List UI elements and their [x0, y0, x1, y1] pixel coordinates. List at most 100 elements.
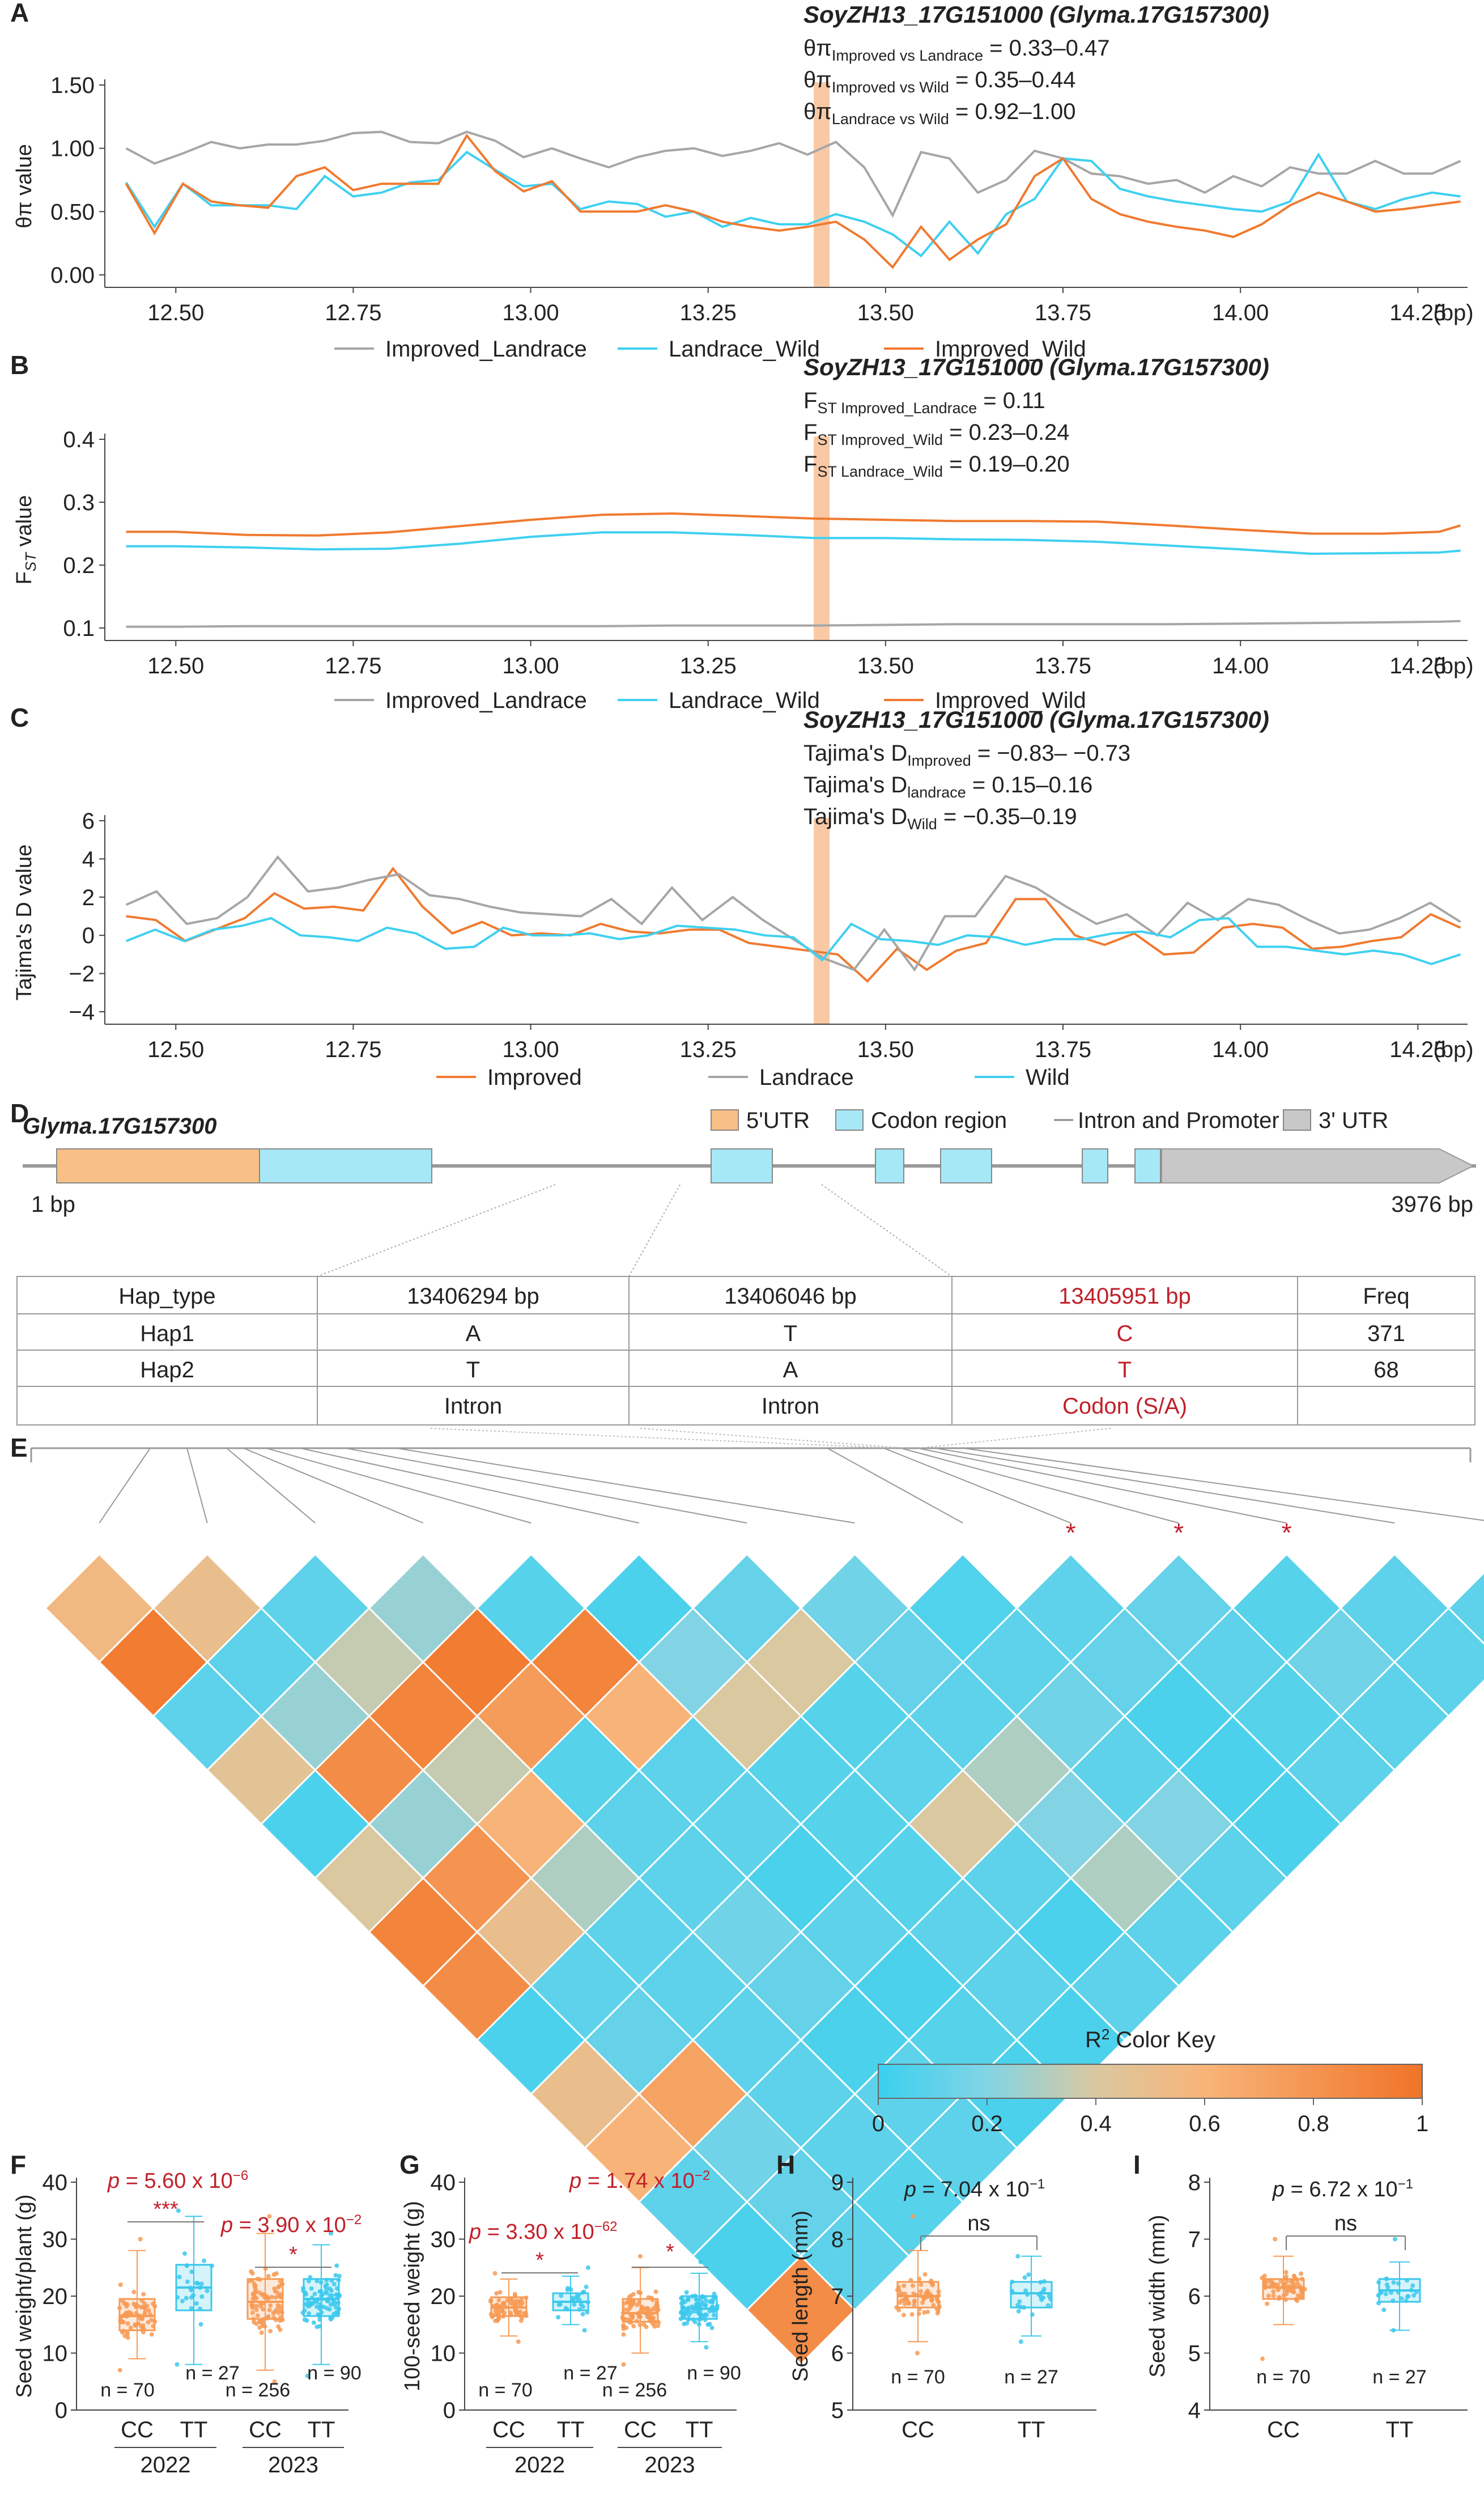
- data-point: [118, 2320, 123, 2325]
- start-label: 1 bp: [31, 1192, 75, 1217]
- data-point: [917, 2306, 922, 2311]
- data-point: [317, 2314, 322, 2319]
- data-point: [914, 2293, 919, 2298]
- y-tick-label: 0.2: [63, 553, 95, 578]
- x-tick-label: 13.50: [857, 300, 914, 325]
- p-symbol: p: [1272, 2178, 1285, 2201]
- data-point: [631, 2324, 636, 2328]
- y-tick-label: 0: [55, 2398, 67, 2423]
- data-point: [125, 2335, 130, 2340]
- data-point: [1391, 2298, 1396, 2303]
- exon-block: [1082, 1148, 1108, 1183]
- y-tick-label: 7: [831, 2284, 844, 2309]
- data-point: [1389, 2290, 1394, 2295]
- data-point: [922, 2310, 927, 2315]
- data-point: [314, 2279, 320, 2284]
- series-line-wild: [125, 917, 1461, 965]
- data-point: [692, 2309, 697, 2314]
- stat-line: Tajima's DImproved = −0.83– −0.73: [803, 741, 1130, 769]
- data-point: [518, 2313, 523, 2318]
- stat-value: = 0.92–1.00: [949, 99, 1076, 124]
- data-point: [921, 2297, 926, 2302]
- significance-label: ***: [153, 2197, 178, 2221]
- data-point: [146, 2308, 151, 2313]
- data-point: [177, 2275, 182, 2280]
- x-category-label: CC: [902, 2417, 934, 2442]
- x-tick-label: 14.00: [1212, 1037, 1269, 1062]
- data-point: [1300, 2294, 1304, 2299]
- data-point: [254, 2296, 259, 2301]
- data-point: [268, 2303, 273, 2308]
- data-point: [176, 2208, 181, 2213]
- stat-line: θπImproved vs Wild = 0.35–0.44: [803, 67, 1075, 96]
- stat-value: = −0.83– −0.73: [971, 741, 1130, 766]
- data-point: [709, 2300, 715, 2305]
- data-point: [1262, 2285, 1268, 2290]
- data-point: [250, 2271, 255, 2276]
- data-point: [125, 2321, 130, 2326]
- data-point: [1260, 2356, 1265, 2361]
- y-tick-label: 10: [431, 2341, 456, 2366]
- highlight-band: [814, 818, 830, 1024]
- x-tick-label: 13.75: [1035, 654, 1091, 678]
- n-label: n = 70: [891, 2366, 945, 2388]
- series-line-landrace_wild: [125, 150, 1461, 258]
- data-point: [936, 2289, 941, 2294]
- legend-label: 3' UTR: [1319, 1108, 1388, 1133]
- y-tick-label: 9: [831, 2170, 844, 2195]
- gene-id: SoyZH13_17G151000: [803, 1, 1043, 28]
- data-point: [917, 2276, 922, 2281]
- data-point: [1285, 2279, 1290, 2284]
- snp-link: [963, 1448, 1484, 1521]
- series-line-landrace: [125, 855, 1461, 972]
- data-point: [1275, 2288, 1281, 2292]
- data-point: [305, 2373, 310, 2378]
- data-point: [257, 2318, 262, 2323]
- y-tick-label: 7: [1188, 2228, 1201, 2252]
- snp-link: [186, 1448, 208, 1524]
- data-point: [580, 2304, 585, 2309]
- snp-link: [396, 1448, 855, 1524]
- data-point: [648, 2319, 653, 2324]
- data-point: [1300, 2276, 1305, 2281]
- y-tick-label: 6: [82, 809, 95, 834]
- data-point: [314, 2304, 320, 2309]
- table-cell: T: [784, 1321, 797, 1346]
- y-axis-label: Seed width (mm): [1146, 2214, 1170, 2377]
- data-point: [711, 2313, 716, 2318]
- x-tick-label: 13.00: [503, 300, 559, 325]
- y-tick-label: 4: [1188, 2398, 1201, 2423]
- data-point: [493, 2308, 498, 2313]
- ylabel-part: value: [12, 495, 36, 553]
- utr3-block: [1161, 1148, 1475, 1183]
- data-point: [175, 2362, 180, 2367]
- p-number: = 1.74 x 10: [581, 2169, 695, 2193]
- end-label: 3976 bp: [1391, 1192, 1473, 1217]
- legend-label: Landrace_Wild: [669, 688, 820, 713]
- data-point: [1409, 2288, 1414, 2293]
- x-tick-label: 12.75: [325, 654, 381, 678]
- data-point: [901, 2313, 906, 2318]
- data-point: [1399, 2296, 1404, 2301]
- data-point: [695, 2297, 700, 2302]
- data-point: [261, 2301, 266, 2306]
- exon-block: [875, 1148, 904, 1183]
- stat-base: θπ: [803, 67, 832, 92]
- stat-sub: ST Landrace_Wild: [817, 463, 943, 480]
- data-point: [277, 2294, 282, 2298]
- n-label: n = 27: [1372, 2366, 1426, 2388]
- data-point: [1278, 2279, 1283, 2284]
- data-point: [273, 2317, 278, 2322]
- data-point: [518, 2309, 523, 2314]
- stat-value: = 0.11: [977, 388, 1045, 413]
- data-point: [205, 2288, 210, 2293]
- data-point: [1283, 2288, 1288, 2293]
- data-point: [194, 2280, 199, 2285]
- x-tick-label: 12.50: [147, 1037, 204, 1062]
- stat-line: FST Improved_Landrace = 0.11: [803, 388, 1045, 417]
- p-value: p = 7.04 x 10−1: [904, 2177, 1045, 2201]
- data-point: [694, 2302, 699, 2307]
- y-tick-label: 0.4: [63, 427, 95, 452]
- data-point: [1042, 2279, 1047, 2284]
- data-point: [570, 2298, 575, 2303]
